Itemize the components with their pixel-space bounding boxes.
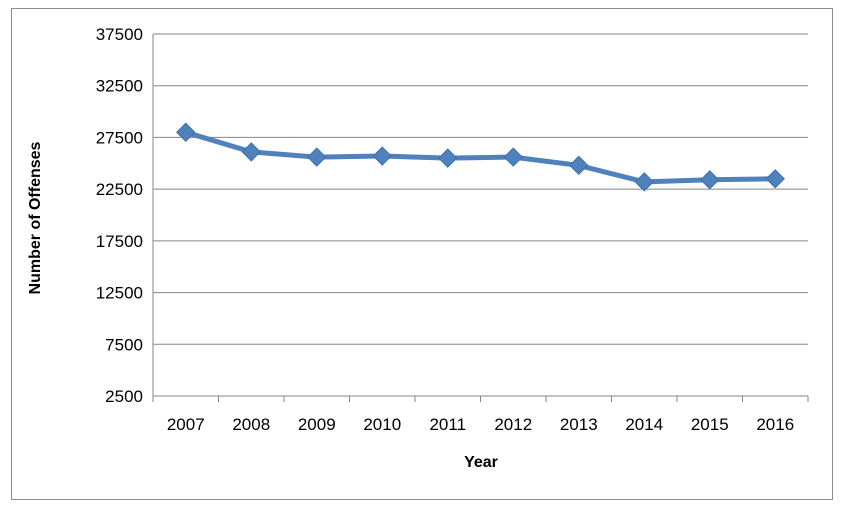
data-point-2012 <box>503 147 523 167</box>
series-line <box>183 129 778 185</box>
y-tick-label: 7500 <box>105 335 143 354</box>
x-tick-label: 2009 <box>298 415 336 434</box>
y-tick-label: 37500 <box>96 25 143 44</box>
data-point-2013 <box>569 155 589 176</box>
y-tick-label: 12500 <box>96 284 143 303</box>
y-tick-label: 2500 <box>105 387 143 406</box>
x-tick-label: 2008 <box>232 415 270 434</box>
data-point-2016 <box>765 169 785 189</box>
chart-frame <box>11 8 833 500</box>
y-tick-label: 17500 <box>96 232 143 251</box>
x-tick-label: 2013 <box>560 415 598 434</box>
axes <box>152 34 809 402</box>
data-point-2014 <box>634 172 654 192</box>
series-layer <box>176 122 785 192</box>
y-tick-labels: 2500 7500 12500 17500 22500 27500 32500 37500 <box>96 25 143 406</box>
x-tick-labels: 2007 2008 2009 2010 2011 2012 2013 2014 2015 2016 <box>167 415 794 434</box>
gridlines <box>153 33 808 345</box>
x-tick-label: 2007 <box>167 415 205 434</box>
data-point-2009 <box>307 147 327 167</box>
y-tick-label: 22500 <box>96 180 143 199</box>
y-axis-title: Number of Offenses <box>27 141 44 294</box>
x-axis-title: Year <box>464 454 498 471</box>
data-point-2015 <box>700 170 720 190</box>
x-tick-label: 2014 <box>625 415 663 434</box>
x-tick-label: 2011 <box>429 415 466 434</box>
data-point-2008 <box>241 142 261 162</box>
y-tick-label: 27500 <box>96 128 143 147</box>
x-tick-label: 2016 <box>756 415 794 434</box>
x-tick-label: 2015 <box>691 415 729 434</box>
y-tick-label: 32500 <box>96 77 143 96</box>
x-tick-label: 2012 <box>494 415 532 434</box>
x-tick-label: 2010 <box>363 415 401 434</box>
data-point-2010 <box>372 146 392 166</box>
data-point-2011 <box>438 148 458 168</box>
data-point-2007 <box>176 122 196 142</box>
